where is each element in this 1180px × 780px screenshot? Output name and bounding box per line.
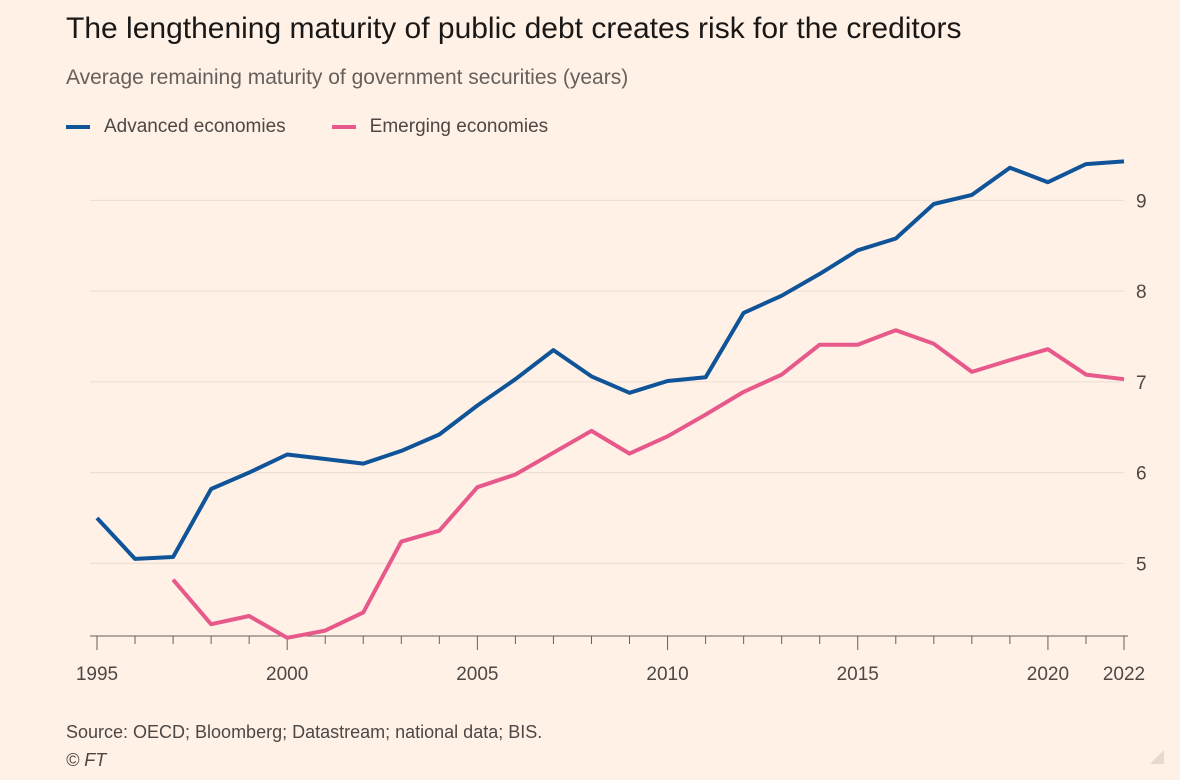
axis-layer: 5 6 7 8 9 1995 2000 2005 2010 2015 2020 2022 <box>76 191 1147 685</box>
copyright: © FT <box>66 750 107 770</box>
chart-title: The lengthening maturity of public debt … <box>66 12 962 45</box>
y-tick-label-6: 6 <box>1136 464 1147 485</box>
x-tick-label-1995: 1995 <box>76 664 118 685</box>
legend: Advanced economies Emerging economies <box>66 116 594 138</box>
series-layer <box>95 159 1125 640</box>
legend-label-advanced: Advanced economies <box>104 116 286 137</box>
y-tick-label-8: 8 <box>1136 282 1147 303</box>
x-tick-label-2010: 2010 <box>646 664 688 685</box>
chart-subtitle: Average remaining maturity of government… <box>66 66 629 89</box>
x-tick-label-2015: 2015 <box>837 664 879 685</box>
series-line-advanced-economies <box>95 159 1125 561</box>
legend-swatch-advanced <box>66 125 90 129</box>
x-tick-label-2020: 2020 <box>1027 664 1069 685</box>
legend-label-emerging: Emerging economies <box>369 116 549 137</box>
x-tick-label-2000: 2000 <box>266 664 308 685</box>
source-note: Source: OECD; Bloomberg; Datastream; nat… <box>66 722 543 742</box>
legend-swatch-emerging <box>331 125 356 129</box>
y-tick-label-7: 7 <box>1136 373 1147 394</box>
resize-corner-icon <box>1150 750 1164 764</box>
y-tick-label-9: 9 <box>1136 191 1147 212</box>
y-tick-label-5: 5 <box>1136 554 1147 575</box>
series-line-emerging-economies <box>171 328 1125 640</box>
legend-item-advanced: Advanced economies <box>66 116 286 138</box>
legend-item-emerging: Emerging economies <box>331 116 549 138</box>
x-tick-label-2005: 2005 <box>456 664 498 685</box>
x-tick-label-2022: 2022 <box>1103 664 1145 685</box>
